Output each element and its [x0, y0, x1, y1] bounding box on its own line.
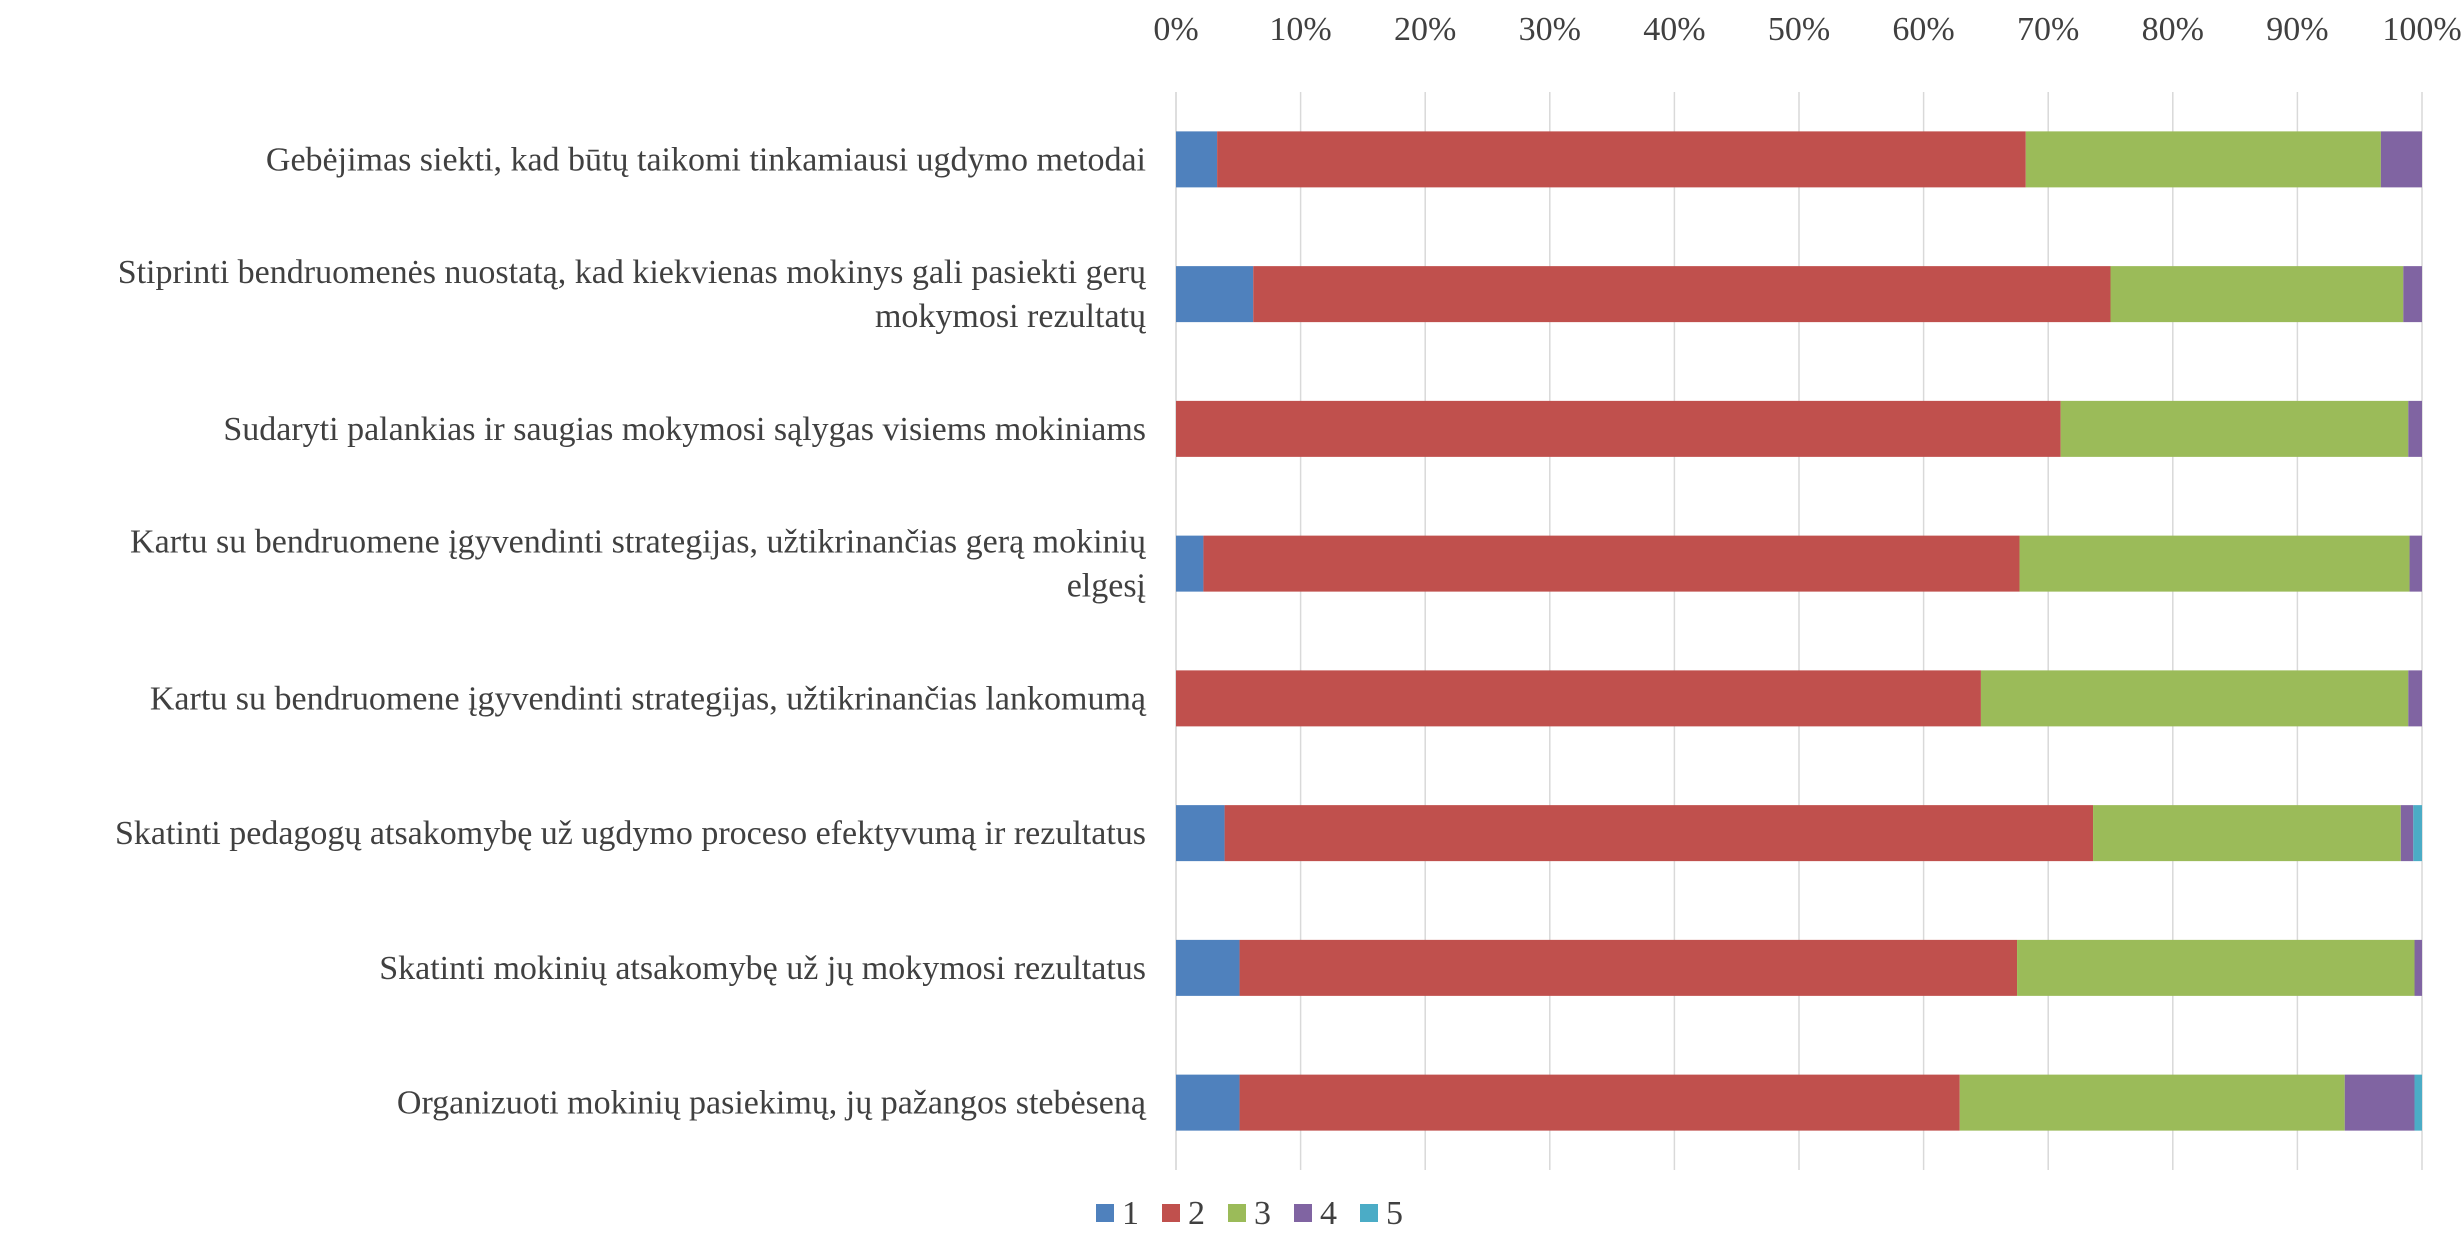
legend-swatch-2	[1162, 1204, 1180, 1222]
bar-segment-series-1-row-6	[1176, 805, 1225, 862]
bar-segment-series-2-row-4	[1203, 535, 2020, 592]
legend-label-1: 1	[1122, 1195, 1139, 1232]
bar-segment-series-1-row-4	[1176, 535, 1204, 592]
x-tick-label: 50%	[1768, 11, 1830, 48]
gridlines	[1175, 92, 2423, 1170]
bar-segment-series-3-row-7	[2017, 939, 2415, 996]
bar-segment-series-5-row-8	[2414, 1074, 2422, 1131]
bar-segment-series-2-row-8	[1239, 1074, 1960, 1131]
bar-segment-series-2-row-5	[1176, 670, 1981, 727]
category-label: Skatinti mokinių atsakomybę už jų mokymo…	[379, 950, 1146, 987]
bar-segment-series-4-row-7	[2414, 939, 2422, 996]
bar-segment-series-4-row-1	[2380, 131, 2422, 188]
bar-segment-series-2-row-1	[1217, 131, 2026, 188]
bar-segment-series-4-row-4	[2409, 535, 2422, 592]
x-tick-label: 70%	[2017, 11, 2079, 48]
bar-segment-series-2-row-7	[1239, 939, 2018, 996]
category-label: mokymosi rezultatų	[875, 298, 1147, 335]
legend-label-3: 3	[1254, 1195, 1271, 1232]
x-tick-label: 80%	[2142, 11, 2204, 48]
x-tick-label: 60%	[1892, 11, 1954, 48]
legend-label-2: 2	[1188, 1195, 1205, 1232]
x-tick-label: 90%	[2266, 11, 2328, 48]
bar-segment-series-3-row-1	[2025, 131, 2381, 188]
category-label: Kartu su bendruomene įgyvendinti strateg…	[150, 680, 1147, 717]
bar-segment-series-4-row-5	[2408, 670, 2422, 727]
bar-segment-series-3-row-5	[1980, 670, 2409, 727]
bar-segment-series-3-row-4	[2019, 535, 2410, 592]
legend: 1 2 3 4 5	[1096, 1195, 1403, 1232]
bars	[1176, 131, 2422, 1131]
category-label: Stiprinti bendruomenės nuostatą, kad kie…	[118, 254, 1147, 291]
category-label: Organizuoti mokinių pasiekimų, jų pažang…	[397, 1085, 1147, 1122]
x-axis-ticks: 0% 10% 20% 30% 40% 50% 60% 70% 80% 90% 100%	[1153, 11, 2461, 48]
bar-segment-series-3-row-8	[1959, 1074, 2345, 1131]
bar-segment-series-1-row-1	[1176, 131, 1218, 188]
bar-segment-series-2-row-6	[1224, 805, 2094, 862]
bar-segment-series-4-row-3	[2408, 400, 2422, 457]
bar-segment-series-5-row-6	[2413, 805, 2422, 862]
bar-segment-series-4-row-2	[2403, 266, 2422, 323]
legend-swatch-4	[1294, 1204, 1312, 1222]
legend-swatch-1	[1096, 1204, 1114, 1222]
bar-segment-series-1-row-8	[1176, 1074, 1240, 1131]
bar-segment-series-4-row-6	[2400, 805, 2414, 862]
category-label: Kartu su bendruomene įgyvendinti strateg…	[130, 524, 1147, 561]
category-label: Skatinti pedagogų atsakomybę už ugdymo p…	[115, 815, 1146, 852]
x-tick-label: 20%	[1394, 11, 1456, 48]
bar-segment-series-4-row-8	[2344, 1074, 2415, 1131]
x-tick-label: 0%	[1153, 11, 1198, 48]
category-label: elgesį	[1067, 568, 1146, 605]
legend-swatch-3	[1228, 1204, 1246, 1222]
bar-segment-series-3-row-2	[2110, 266, 2404, 323]
legend-swatch-5	[1360, 1204, 1378, 1222]
x-tick-label: 100%	[2382, 11, 2461, 48]
bar-segment-series-3-row-6	[2093, 805, 2401, 862]
category-labels: Gebėjimas siekti, kad būtų taikomi tinka…	[115, 141, 1147, 1121]
category-label: Sudaryti palankias ir saugias mokymosi s…	[223, 411, 1146, 448]
legend-label-4: 4	[1320, 1195, 1337, 1232]
bar-segment-series-1-row-7	[1176, 939, 1240, 996]
bar-segment-series-1-row-2	[1176, 266, 1254, 323]
x-tick-label: 40%	[1643, 11, 1705, 48]
bar-segment-series-3-row-3	[2060, 400, 2409, 457]
legend-label-5: 5	[1386, 1195, 1403, 1232]
category-label: Gebėjimas siekti, kad būtų taikomi tinka…	[266, 141, 1146, 178]
bar-segment-series-2-row-2	[1253, 266, 2111, 323]
x-tick-label: 30%	[1519, 11, 1581, 48]
x-tick-label: 10%	[1269, 11, 1331, 48]
bar-segment-series-2-row-3	[1176, 400, 2061, 457]
